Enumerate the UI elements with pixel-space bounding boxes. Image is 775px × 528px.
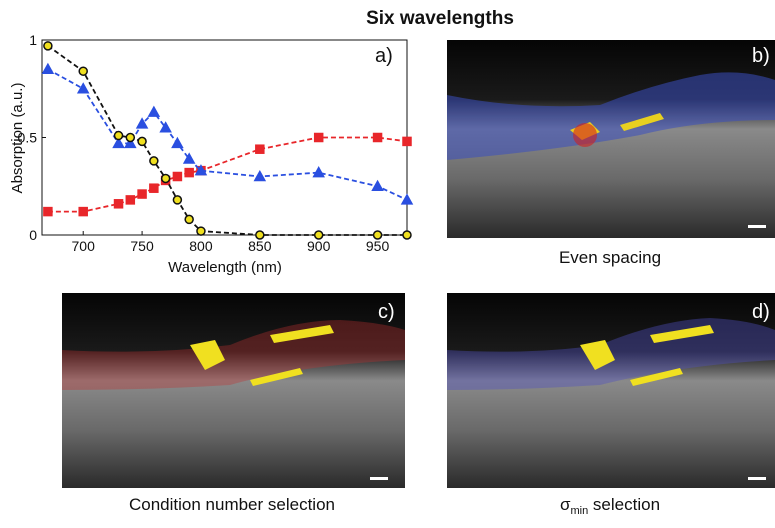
panel-b: b) Even spacing xyxy=(447,40,775,267)
marker xyxy=(115,200,123,208)
caption-text: selection xyxy=(588,495,660,514)
caption: σmin selection xyxy=(560,495,660,517)
marker xyxy=(403,231,411,239)
marker xyxy=(172,138,182,147)
panel-label: b) xyxy=(752,45,770,67)
caption-subscript: min xyxy=(570,505,588,517)
panel-d: d) σmin selection xyxy=(447,293,775,517)
marker xyxy=(162,174,170,182)
panel-c: c) Condition number selection xyxy=(62,293,405,514)
marker xyxy=(403,137,411,145)
series-line xyxy=(48,46,407,235)
marker xyxy=(256,145,264,153)
x-tick-label: 800 xyxy=(189,238,213,254)
marker xyxy=(402,195,412,204)
marker xyxy=(79,67,87,75)
annotation: a) xyxy=(375,45,393,67)
marker xyxy=(115,132,123,140)
marker xyxy=(197,227,205,235)
series-line xyxy=(48,69,407,200)
marker xyxy=(173,173,181,181)
marker xyxy=(138,137,146,145)
marker xyxy=(255,172,265,181)
marker xyxy=(150,157,158,165)
marker xyxy=(126,134,134,142)
marker xyxy=(373,181,383,190)
series-line xyxy=(48,138,407,212)
marker xyxy=(43,64,53,73)
marker xyxy=(315,231,323,239)
marker xyxy=(79,208,87,216)
scale-bar xyxy=(748,477,766,480)
caption-symbol: σ xyxy=(560,495,571,514)
marker xyxy=(374,231,382,239)
scale-bar xyxy=(370,477,388,480)
marker xyxy=(256,231,264,239)
marker xyxy=(374,134,382,142)
panel-label: c) xyxy=(378,301,395,323)
marker xyxy=(315,134,323,142)
y-tick-label: 1 xyxy=(29,32,37,48)
marker xyxy=(44,208,52,216)
x-tick-label: 900 xyxy=(307,238,331,254)
x-tick-label: 950 xyxy=(366,238,390,254)
caption: Condition number selection xyxy=(129,495,335,514)
marker xyxy=(78,84,88,93)
overlay xyxy=(573,123,597,147)
marker xyxy=(138,190,146,198)
figure-title: Six wavelengths xyxy=(366,8,514,29)
caption: Even spacing xyxy=(559,248,661,267)
marker xyxy=(149,107,159,116)
x-tick-label: 750 xyxy=(130,238,154,254)
marker xyxy=(150,184,158,192)
y-tick-label: 0 xyxy=(29,227,37,243)
plot-frame xyxy=(42,40,407,235)
figure: Six wavelengths b) Even spacing c) Condi… xyxy=(0,0,775,523)
x-tick-label: 700 xyxy=(72,238,96,254)
marker xyxy=(173,196,181,204)
marker xyxy=(185,215,193,223)
x-tick-label: 850 xyxy=(248,238,272,254)
scale-bar xyxy=(748,225,766,228)
x-axis-label: Wavelength (nm) xyxy=(168,259,282,276)
marker xyxy=(185,169,193,177)
y-tick-label: 0.5 xyxy=(18,130,38,146)
marker xyxy=(44,42,52,50)
marker xyxy=(126,196,134,204)
panel-label: d) xyxy=(752,301,770,323)
